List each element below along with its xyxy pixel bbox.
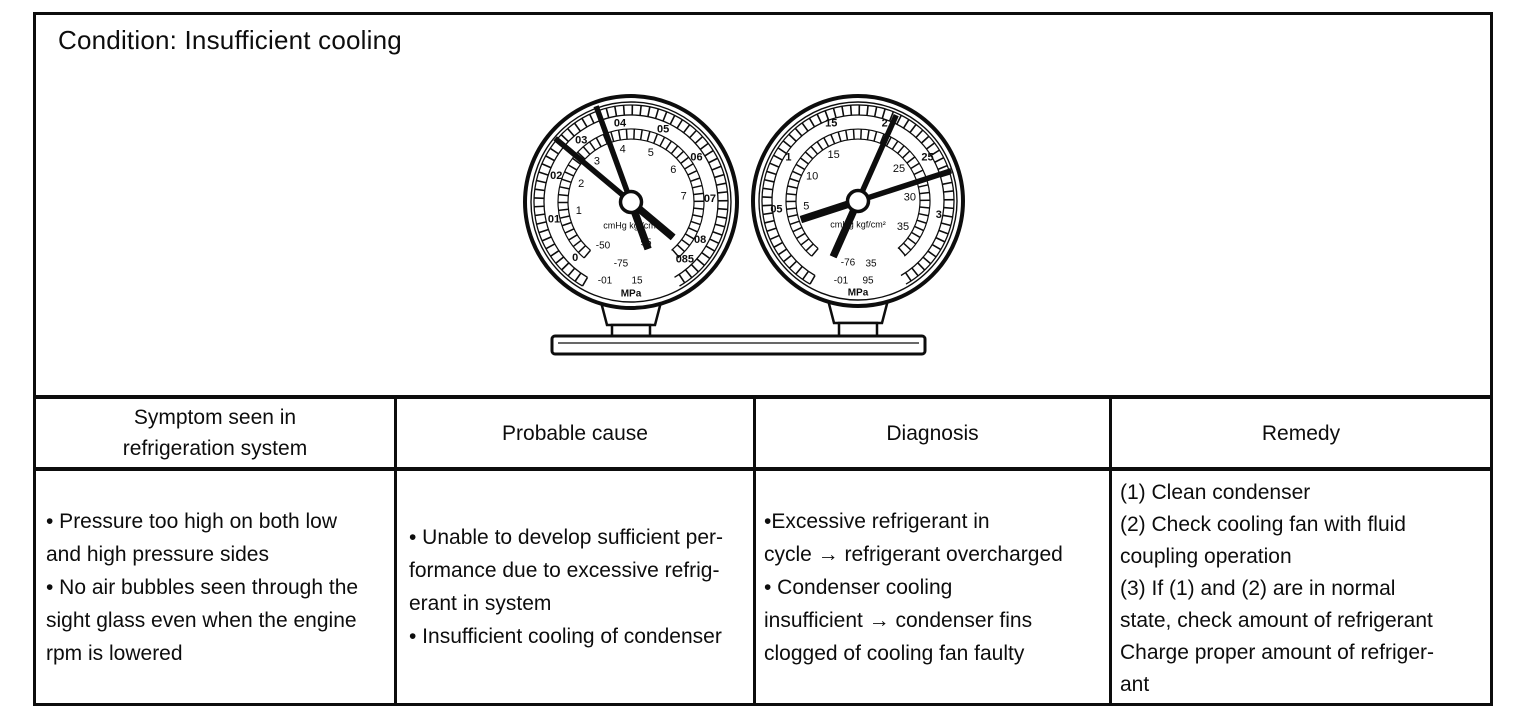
svg-text:10: 10: [806, 170, 818, 182]
cell-probable-cause: • Unable to develop sufficient per- form…: [394, 471, 753, 703]
cell-symptom: • Pressure too high on both low and high…: [36, 471, 394, 703]
column-header-probable-cause: Probable cause: [394, 399, 753, 471]
svg-text:-75: -75: [614, 259, 629, 270]
svg-text:15: 15: [631, 276, 643, 287]
manifold-gauge-svg: 001020304050607080851234567-5095-75-0115…: [523, 94, 965, 356]
probable-cause-text: • Unable to develop sufficient per- form…: [409, 526, 723, 648]
svg-text:1: 1: [785, 151, 791, 163]
svg-text:MPa: MPa: [848, 288, 869, 299]
manifold-gauge-illustration: 001020304050607080851234567-5095-75-0115…: [36, 15, 1490, 395]
column-header-remedy: Remedy: [1109, 399, 1490, 471]
svg-text:-76: -76: [841, 258, 856, 269]
svg-text:0: 0: [572, 252, 578, 264]
cell-diagnosis: •Excessive refrigerant in cycle → refrig…: [753, 471, 1109, 703]
troubleshooting-sheet: Condition: Insufficient cooling 0 01 02 03 0…: [33, 12, 1493, 706]
svg-text:08: 08: [694, 234, 706, 246]
cell-remedy: (1) Clean condenser (2) Check cooling fa…: [1109, 471, 1490, 703]
troubleshooting-table: Symptom seen in refrigeration system Pro…: [33, 395, 1493, 706]
svg-text:3: 3: [936, 209, 942, 221]
svg-text:5: 5: [803, 200, 809, 212]
svg-text:-50: -50: [596, 241, 611, 252]
svg-text:03: 03: [575, 135, 587, 147]
svg-text:02: 02: [550, 170, 562, 182]
manifold-bar: [550, 298, 927, 356]
svg-text:085: 085: [676, 254, 694, 266]
low-pressure-gauge: 001020304050607080851234567-5095-75-0115…: [523, 94, 739, 310]
svg-text:04: 04: [614, 118, 627, 130]
svg-text:5: 5: [648, 147, 654, 159]
svg-text:05: 05: [770, 203, 782, 215]
svg-text:cmHg kgf/cm²: cmHg kgf/cm²: [603, 220, 659, 230]
svg-text:-01: -01: [834, 276, 849, 287]
svg-text:7: 7: [681, 190, 687, 202]
svg-text:3: 3: [594, 155, 600, 167]
svg-text:4: 4: [620, 144, 626, 156]
svg-text:15: 15: [827, 149, 839, 161]
svg-text:2: 2: [882, 117, 888, 129]
svg-text:MPa: MPa: [621, 289, 642, 300]
svg-text:25: 25: [893, 163, 905, 175]
column-header-diagnosis: Diagnosis: [753, 399, 1109, 471]
svg-text:35: 35: [865, 259, 877, 270]
svg-text:1: 1: [576, 205, 582, 217]
condition-title: Condition: Insufficient cooling: [58, 25, 402, 55]
svg-text:35: 35: [897, 221, 909, 233]
column-header-symptom: Symptom seen in refrigeration system: [36, 399, 394, 471]
svg-text:2: 2: [578, 178, 584, 190]
svg-text:cmHg kgf/cm²: cmHg kgf/cm²: [830, 219, 886, 229]
svg-text:05: 05: [657, 124, 669, 136]
svg-text:25: 25: [921, 151, 933, 163]
svg-text:30: 30: [904, 191, 916, 203]
svg-text:06: 06: [690, 152, 702, 164]
svg-text:07: 07: [704, 193, 716, 205]
diagnosis-text: •Excessive refrigerant in cycle → refrig…: [764, 509, 1063, 665]
remedy-text: (1) Clean condenser (2) Check cooling fa…: [1120, 481, 1434, 696]
svg-text:01: 01: [548, 214, 560, 226]
svg-text:6: 6: [670, 164, 676, 176]
svg-text:95: 95: [862, 276, 874, 287]
svg-text:15: 15: [825, 117, 837, 129]
symptom-text: • Pressure too high on both low and high…: [46, 509, 359, 665]
svg-text:-01: -01: [598, 276, 613, 287]
